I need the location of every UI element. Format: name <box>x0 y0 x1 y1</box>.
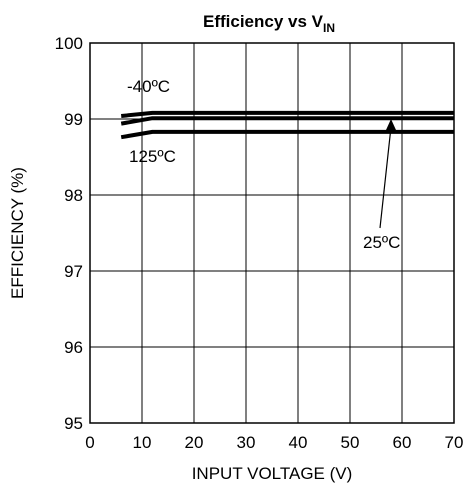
y-tick-label: 100 <box>55 34 83 53</box>
x-tick-label: 50 <box>341 433 360 452</box>
y-tick-label: 98 <box>64 186 83 205</box>
chart-title: Efficiency vs VIN <box>203 12 335 35</box>
y-tick-label: 96 <box>64 338 83 357</box>
x-tick-label: 40 <box>289 433 308 452</box>
x-tick-label: 20 <box>185 433 204 452</box>
series-line-2 <box>120 129 454 140</box>
y-tick-label: 95 <box>64 414 83 433</box>
plot-frame <box>89 42 455 424</box>
annotation-25c-arrowhead <box>386 119 396 130</box>
x-tick-label: 0 <box>85 433 94 452</box>
series-line-0 <box>121 110 454 118</box>
annotation-minus40c: -40ºC <box>127 77 170 96</box>
annotation-25c: 25ºC <box>363 233 400 252</box>
x-tick-label: 60 <box>393 433 412 452</box>
x-tick-label: 30 <box>237 433 256 452</box>
chart-title-main: Efficiency vs V <box>203 12 324 31</box>
annotation-25c-leader <box>379 126 392 229</box>
series-line-1 <box>120 116 454 126</box>
x-tick-label: 70 <box>445 433 464 452</box>
chart-title-subscript: IN <box>323 21 335 35</box>
y-axis-label: EFFICIENCY (%) <box>8 167 27 299</box>
annotation-125c: 125ºC <box>129 147 176 166</box>
x-tick-labels: 0 10 20 30 40 50 60 70 <box>85 433 463 452</box>
y-tick-label: 99 <box>64 110 83 129</box>
y-tick-labels: 95 96 97 98 99 100 <box>55 34 83 433</box>
x-axis-label: INPUT VOLTAGE (V) <box>192 464 353 483</box>
y-tick-label: 97 <box>64 262 83 281</box>
series-lines <box>120 110 454 140</box>
x-tick-label: 10 <box>133 433 152 452</box>
